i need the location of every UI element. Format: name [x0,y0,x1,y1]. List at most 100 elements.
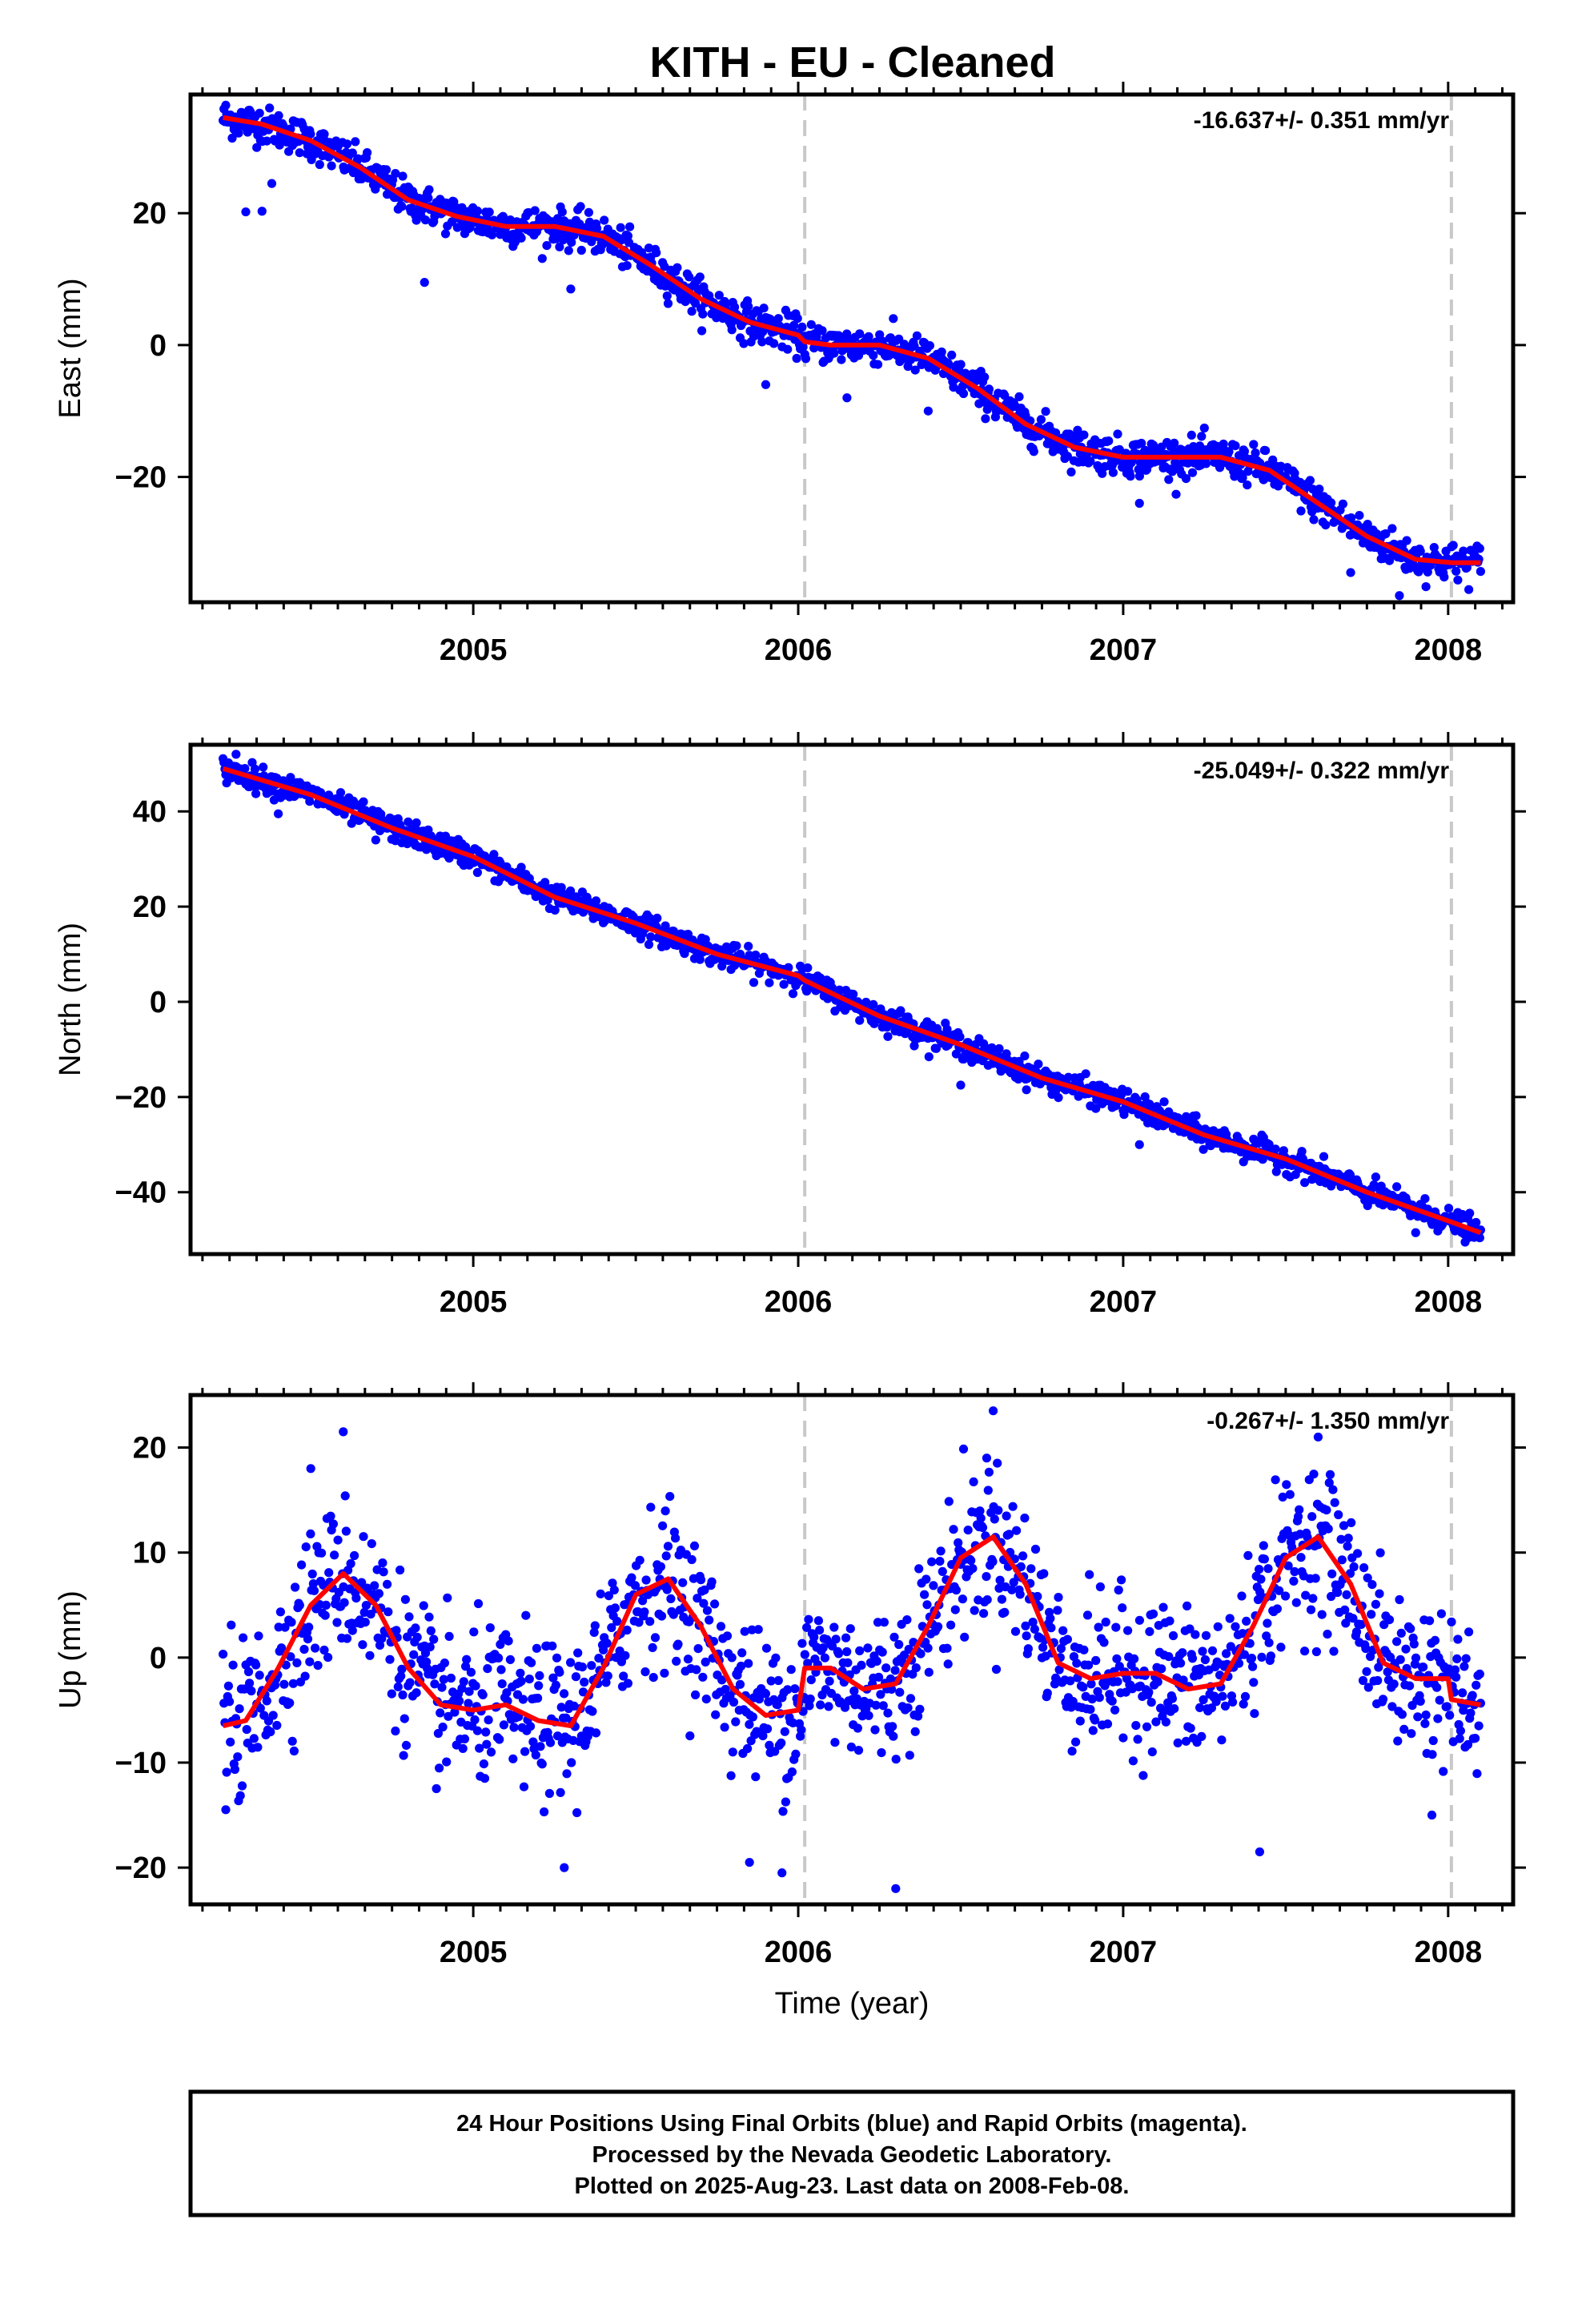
up-point [531,1750,540,1760]
up-point [1351,1627,1362,1637]
up-point [853,1746,864,1755]
north-point [1271,1167,1281,1176]
up-point [1218,1691,1227,1701]
up-point [1112,1654,1122,1663]
chart-title: KITH - EU - Cleaned [649,38,1055,86]
up-point [693,1594,702,1603]
up-point [1072,1659,1082,1668]
north-point [1253,1139,1263,1148]
north-point [1300,1178,1310,1188]
up-y-axis-label: Up (mm) [54,1590,87,1709]
up-point [464,1687,474,1696]
up-point [1110,1705,1120,1715]
up-point [1091,1655,1101,1666]
up-point [802,1622,812,1632]
up-point [1146,1698,1156,1707]
up-point [922,1600,932,1610]
up-point [346,1558,355,1569]
up-point [728,1747,737,1757]
up-point [798,1707,808,1716]
up-point [342,1634,352,1643]
east-outlier-point [257,207,267,216]
up-point [1238,1629,1247,1638]
up-point [528,1737,538,1747]
north-outlier-point [273,809,283,818]
east-point [262,136,271,146]
north-point [251,789,261,798]
east-point [1029,447,1038,456]
north-point [751,951,761,960]
up-point [745,1719,754,1729]
east-point [1186,430,1196,440]
up-point [1255,1565,1264,1574]
up-point [1090,1715,1100,1725]
up-point [1030,1624,1039,1634]
east-point [516,233,526,243]
up-point [1234,1659,1244,1668]
up-point [1085,1570,1094,1579]
up-point [663,1542,673,1551]
up-point [944,1497,954,1506]
east-point [1199,423,1209,433]
up-x-tick-label: 2005 [440,1936,508,1969]
north-point [1271,1144,1280,1154]
up-point [307,1569,317,1579]
up-point [226,1737,235,1747]
up-point [1259,1541,1268,1550]
up-point [440,1659,450,1668]
up-point [958,1594,967,1604]
east-point [567,238,576,247]
east-point [1475,544,1484,553]
up-point [365,1651,375,1660]
up-point [556,1703,566,1712]
east-point [1171,489,1181,499]
up-point [777,1738,786,1748]
up-point [527,1658,536,1667]
up-point [876,1690,885,1699]
up-point [233,1752,243,1762]
east-point [1104,436,1114,446]
up-y-tick-label: −20 [115,1852,167,1885]
up-point [341,1526,351,1536]
up-point [420,1648,431,1658]
up-point [320,1610,330,1620]
north-point [516,862,526,872]
north-point [556,883,566,892]
up-point [991,1664,1002,1675]
up-point [279,1679,289,1689]
up-point [656,1611,667,1621]
up-point [687,1554,697,1565]
up-point [929,1581,938,1590]
up-point [442,1757,452,1767]
up-point [842,1647,852,1657]
up-point [1367,1610,1376,1619]
up-point [1168,1630,1178,1641]
up-point [281,1660,291,1670]
up-point [223,1681,233,1691]
north-x-tick-label: 2008 [1415,1285,1483,1319]
north-point [540,878,550,887]
east-point [622,261,632,271]
up-point [1256,1574,1266,1584]
up-outlier-point [745,1857,754,1868]
up-point [505,1655,516,1664]
up-point [552,1653,562,1663]
up-point [727,1653,737,1663]
up-point [720,1723,729,1732]
up-point [571,1672,581,1682]
up-point [1131,1721,1141,1731]
east-outlier-point [267,179,277,188]
up-point [1420,1719,1430,1728]
up-point [1406,1624,1415,1634]
east-outlier-point [842,393,852,403]
up-point [317,1548,327,1558]
up-point [393,1682,403,1691]
up-point [588,1707,597,1716]
north-point [1199,1144,1208,1154]
up-point [751,1772,761,1782]
up-point [800,1650,809,1659]
up-point [540,1807,549,1817]
up-point [1010,1626,1021,1636]
up-point [722,1631,733,1641]
east-point [1201,459,1211,468]
